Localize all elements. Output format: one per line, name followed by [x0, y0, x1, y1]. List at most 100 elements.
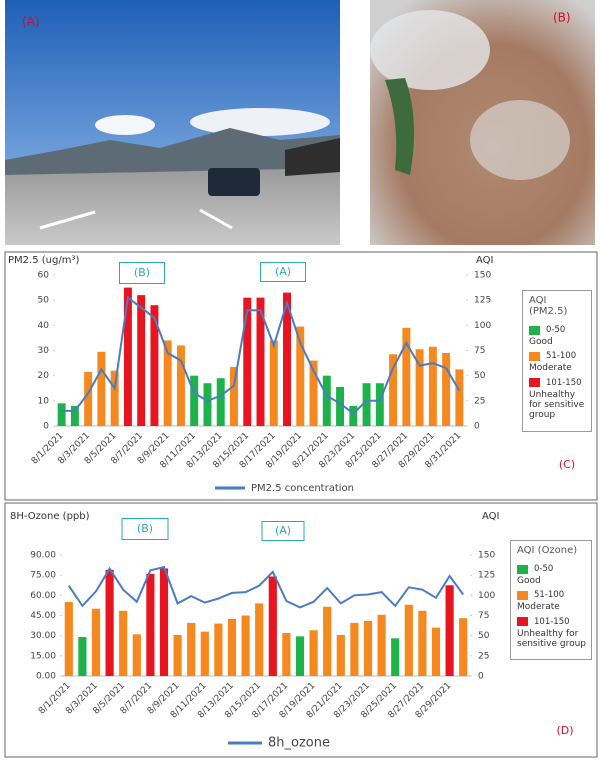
legend-item: 0-50 [529, 325, 587, 335]
bar [230, 366, 238, 426]
y-tick-label: 0.00 [36, 672, 56, 682]
y2-tick-label: 150 [474, 271, 491, 281]
y-tick-label: 50 [38, 296, 50, 306]
legend-label: PM2.5 concentration [251, 483, 354, 494]
annotation-box [260, 262, 306, 282]
legend-item: 51-100 [517, 590, 587, 600]
legend-range: 0-50 [546, 325, 566, 335]
line-series [67, 565, 465, 609]
bar [78, 637, 87, 676]
bar [349, 405, 358, 426]
bar [190, 375, 199, 426]
y-tick-label: 60 [38, 271, 50, 281]
bar [70, 405, 79, 426]
y-tick-label: 40 [38, 321, 50, 331]
legend-item: 0-50 [517, 564, 587, 574]
y2-tick-label: 75 [474, 346, 485, 356]
annotation: (B) [137, 522, 153, 535]
bar [159, 568, 169, 676]
bar [428, 346, 437, 426]
bar [137, 295, 146, 426]
bar [282, 632, 291, 676]
bar [200, 631, 209, 676]
bar [216, 378, 225, 426]
y-axis-title: PM2.5 (ug/m³) [8, 255, 79, 266]
bar [163, 340, 172, 426]
y-tick-label: 10 [38, 396, 50, 406]
bar [57, 403, 66, 426]
bar [309, 630, 318, 676]
y-tick-label: 30 [38, 346, 50, 356]
aqi-legend: AQI (PM2.5) 0-50 Good 51-100 Moderate 101-150… [522, 290, 592, 432]
bar [418, 610, 427, 676]
y-tick-label: 90.00 [30, 551, 56, 561]
y2-tick-label: 100 [474, 321, 491, 331]
photo-label: (A) [22, 15, 40, 29]
bar [296, 326, 305, 426]
legend-label: Good [529, 337, 553, 347]
y2-tick-label: 125 [474, 296, 491, 306]
chart-frame [4, 251, 598, 501]
aqi-legend: AQI (Ozone) 0-50 Good 51-100 Moderate 101-150… [510, 540, 592, 661]
bar [150, 305, 159, 426]
bar [309, 360, 318, 426]
legend-range: 101-150 [546, 377, 582, 388]
y2-tick-label: 150 [478, 551, 495, 561]
bar [84, 371, 93, 426]
photo-a [5, 0, 340, 245]
annotation: (D) [556, 724, 573, 737]
bar [336, 386, 345, 426]
bar [377, 614, 386, 676]
legend-label: Moderate [517, 602, 560, 613]
annotation: (A) [275, 265, 291, 278]
legend-label: Moderate [529, 363, 572, 374]
bar [323, 606, 332, 676]
bar [255, 603, 264, 676]
bar [214, 623, 223, 676]
legend-title: AQI (PM2.5) [529, 295, 568, 317]
bar [295, 636, 305, 676]
bar [283, 292, 291, 426]
annotation-box [119, 262, 165, 284]
legend-label: 8h_ozone [268, 736, 330, 751]
legend-item: 101-150 [517, 617, 587, 627]
bar [269, 340, 278, 426]
y-tick-label: 75.00 [30, 571, 56, 581]
bar [187, 622, 196, 676]
legend-swatch [529, 378, 540, 388]
bar [268, 576, 277, 676]
bar [363, 620, 373, 676]
bar [431, 627, 441, 676]
bar [442, 353, 451, 426]
photo-label: (B) [553, 11, 571, 25]
annotation: (A) [275, 524, 291, 537]
y2-tick-label: 25 [474, 396, 485, 406]
y2-tick-label: 0 [474, 422, 480, 432]
bar [176, 345, 185, 426]
legend-swatch [517, 590, 528, 600]
y-tick-label: 45.00 [30, 611, 56, 621]
y2-tick-label: 125 [478, 571, 495, 581]
bar [402, 327, 411, 426]
bar [362, 383, 371, 426]
bar [91, 608, 101, 676]
legend-item: 101-150 [529, 378, 587, 388]
legend-range: 51-100 [534, 590, 565, 601]
legend-range: 0-50 [534, 564, 554, 574]
legend-swatch [529, 325, 540, 335]
legend-title: AQI (Ozone) [517, 545, 578, 556]
annotation: (C) [559, 458, 575, 471]
legend-swatch [517, 564, 528, 574]
bar [227, 618, 237, 676]
bar [241, 615, 250, 676]
bar [415, 349, 424, 426]
bar [203, 383, 212, 426]
bar [173, 634, 182, 676]
legend-item: 51-100 [529, 351, 587, 361]
legend-label: Unhealthy for sensitive group [529, 389, 585, 421]
y2-tick-label: 50 [478, 631, 490, 641]
y2-tick-label: 75 [478, 611, 489, 621]
y-tick-label: 30.00 [30, 631, 56, 641]
y2-tick-label: 50 [474, 371, 486, 381]
